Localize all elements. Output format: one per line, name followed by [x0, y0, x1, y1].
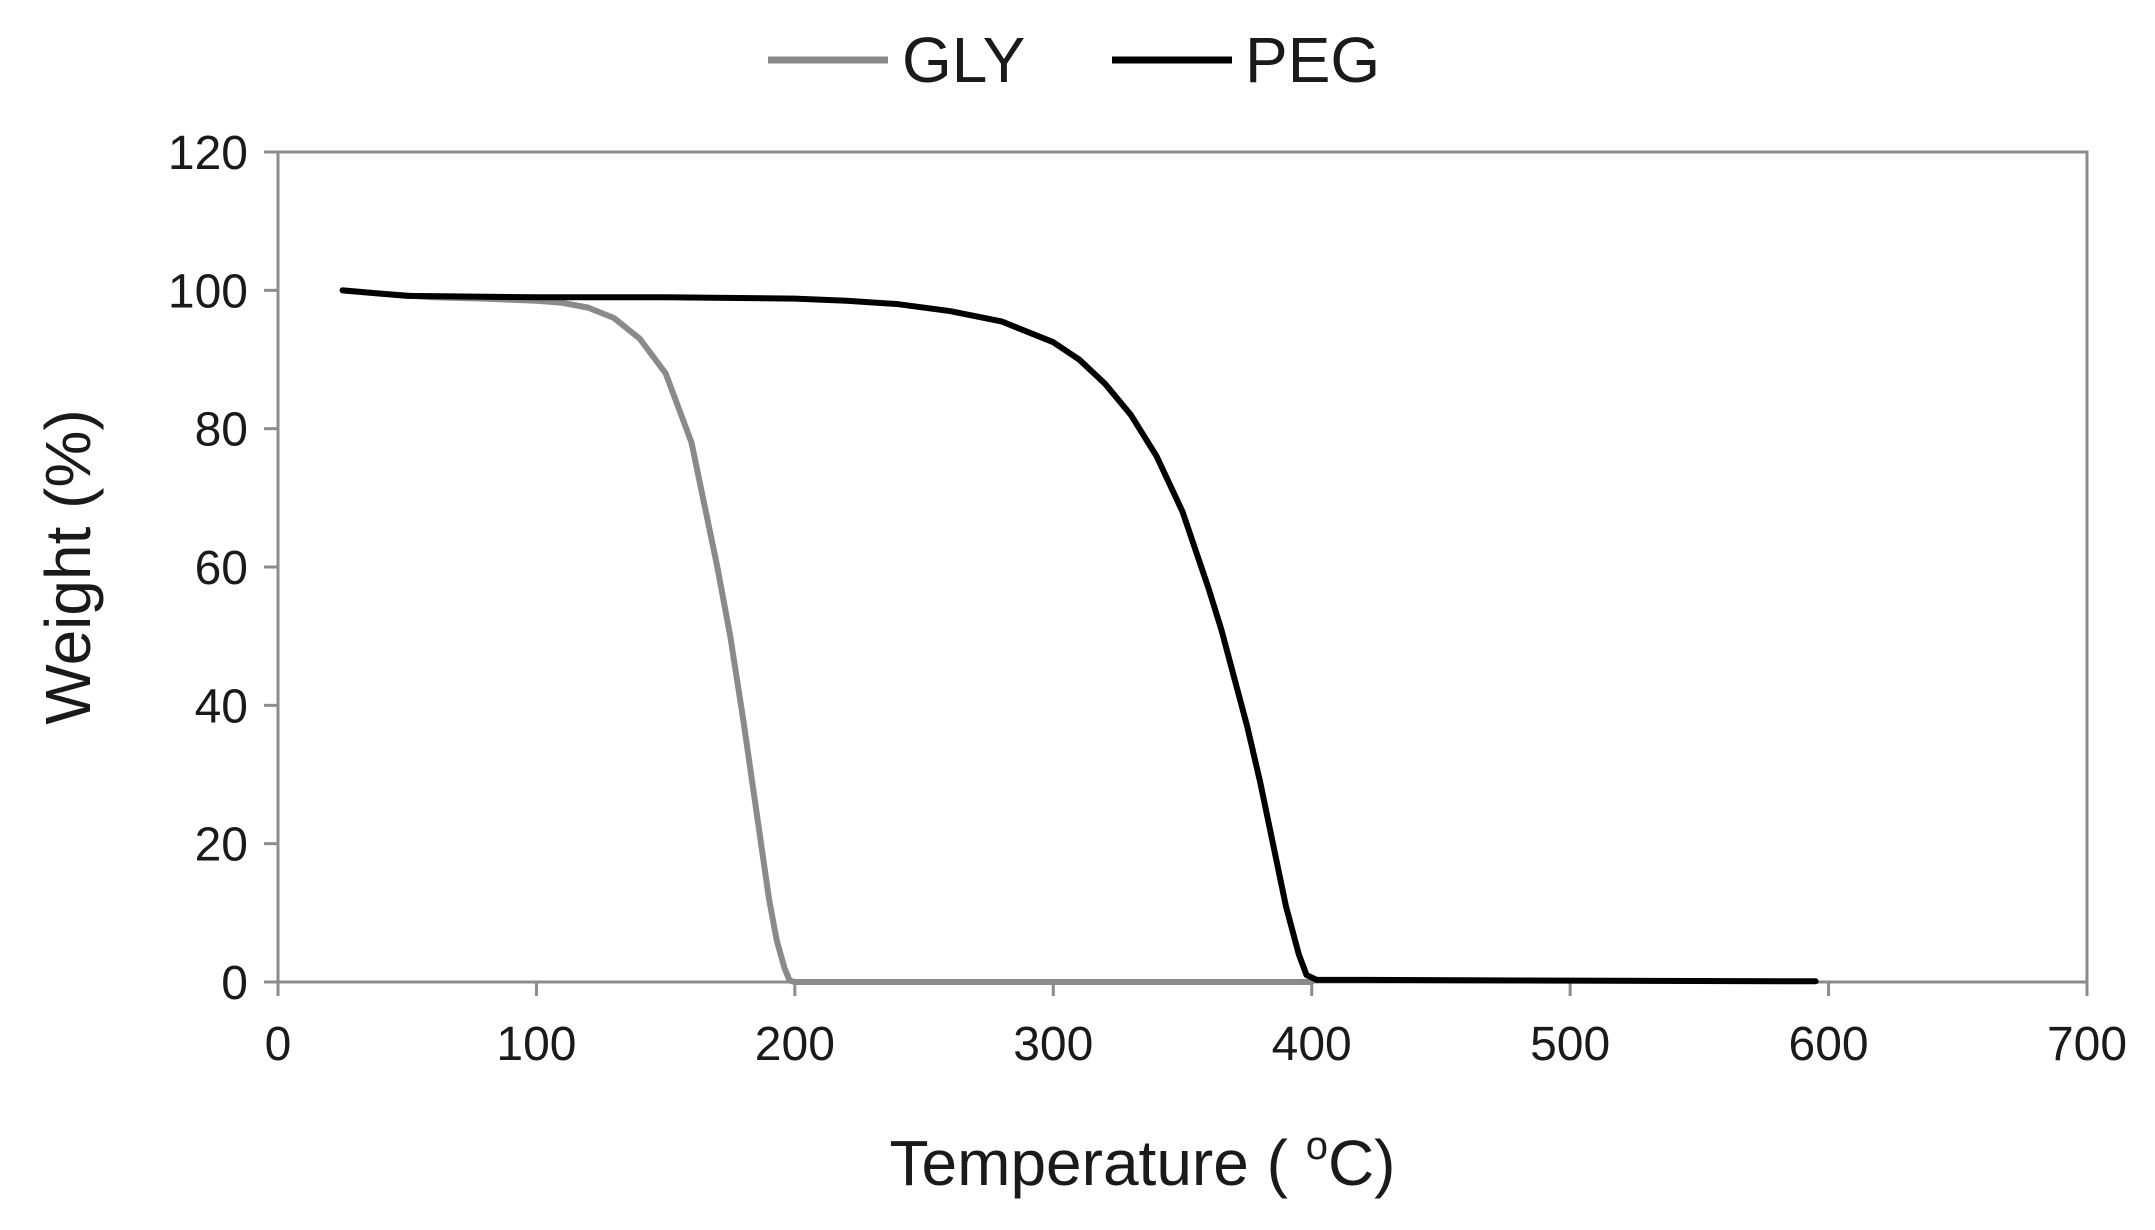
legend: GLY PEG [768, 24, 1380, 96]
x-axis-title-superscript: o [1306, 1124, 1328, 1168]
x-tick-label: 700 [2047, 1018, 2127, 1071]
y-axis-title: Weight (%) [32, 409, 104, 724]
x-tick-label: 100 [496, 1018, 576, 1071]
y-tick-label: 60 [195, 542, 248, 595]
x-tick-label: 300 [1013, 1018, 1093, 1071]
legend-label-peg: PEG [1245, 24, 1380, 96]
x-tick-label: 500 [1530, 1018, 1610, 1071]
x-tick-label: 0 [265, 1018, 292, 1071]
legend-label-gly: GLY [902, 24, 1025, 96]
y-tick-label: 120 [168, 127, 248, 180]
y-tick-label: 0 [221, 957, 248, 1010]
x-axis-title: Temperature ( oC) [890, 1124, 1396, 1199]
series-line-gly [339, 287, 1315, 985]
series-layer [339, 287, 1819, 985]
y-tick-label: 80 [195, 404, 248, 457]
plot-area-border [276, 150, 2089, 984]
x-tick-label: 200 [755, 1018, 835, 1071]
y-tick-label: 100 [168, 265, 248, 318]
x-tick-label: 400 [1272, 1018, 1352, 1071]
y-tick-label: 40 [195, 680, 248, 733]
y-tick-label: 20 [195, 819, 248, 872]
x-axis: 0 100 200 300 400 500 600 700 [265, 982, 2127, 1071]
y-axis: 0 20 40 60 80 100 120 [168, 127, 278, 1010]
x-axis-title-main: Temperature ( [890, 1127, 1306, 1199]
x-tick-label: 600 [1789, 1018, 1869, 1071]
x-axis-title-unit: C) [1328, 1127, 1396, 1199]
series-line-peg [339, 287, 1819, 985]
